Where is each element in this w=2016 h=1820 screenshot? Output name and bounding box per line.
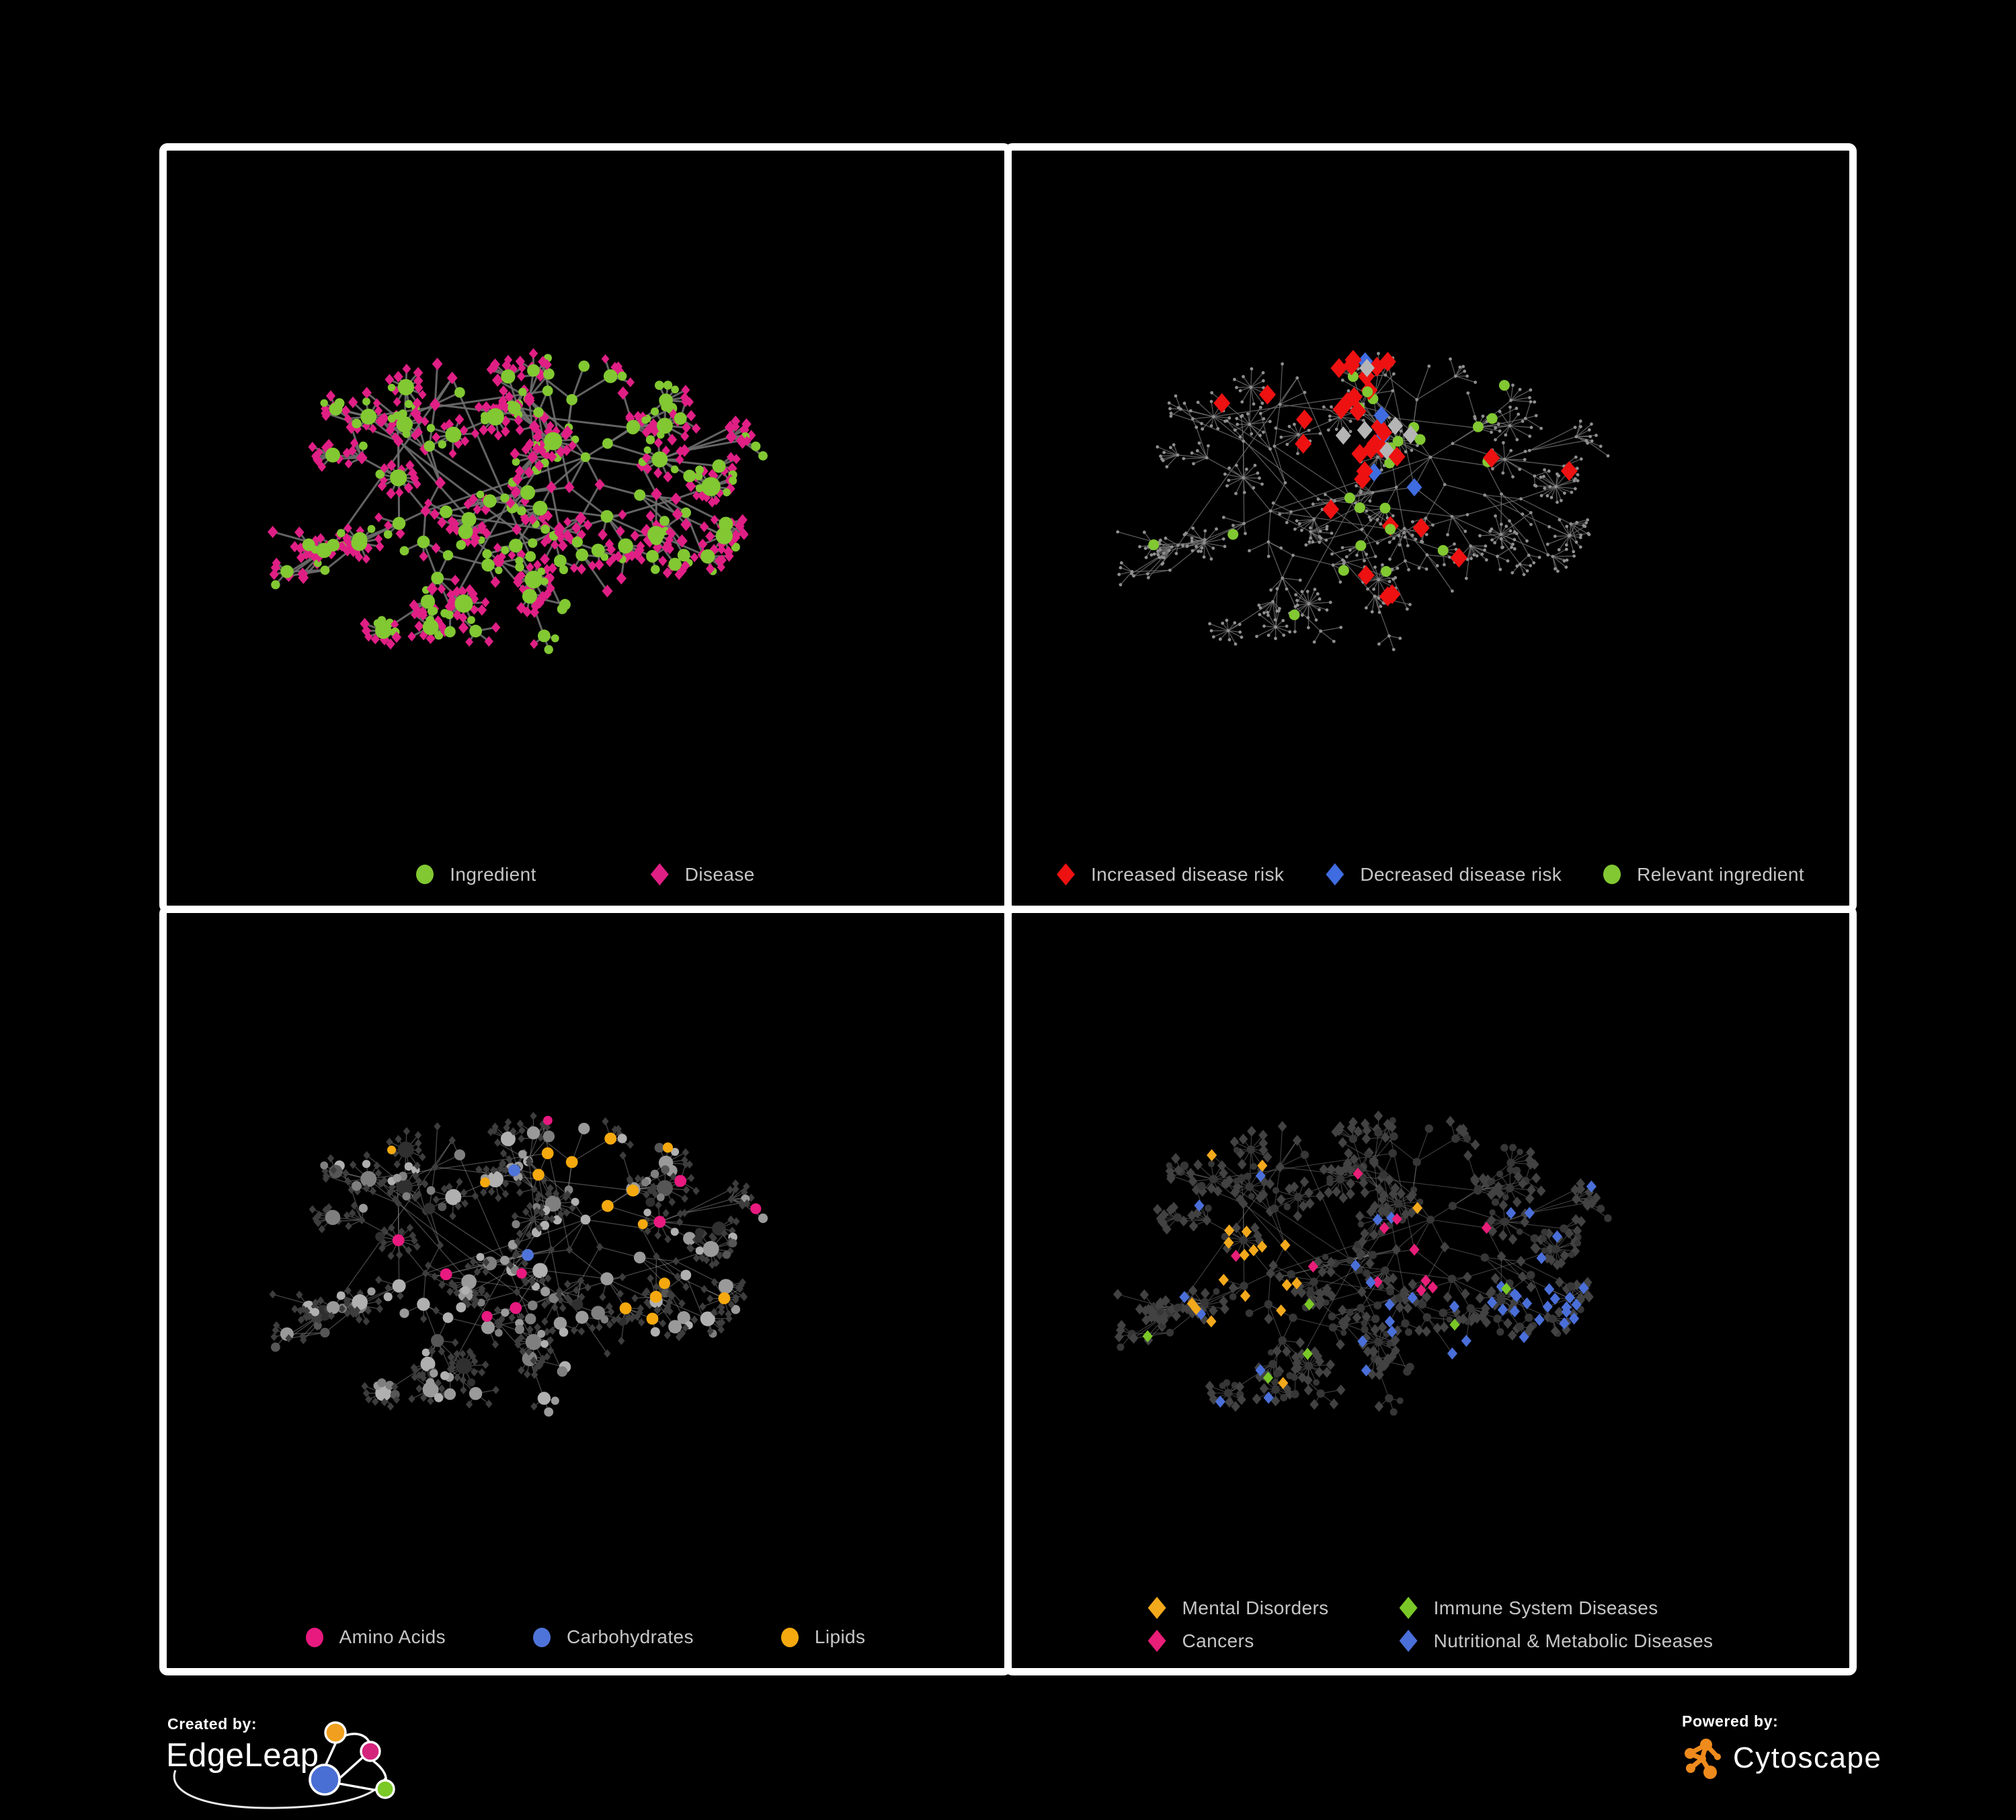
cytoscape-logo-icon: [1685, 1739, 1721, 1779]
legend-item-lipids: Lipids: [780, 1626, 866, 1648]
legend-label: Disease: [684, 863, 755, 885]
panel-disease-risk: Increased disease risk Decreased disease …: [1004, 143, 1857, 913]
legend-label: Cancers: [1182, 1630, 1254, 1651]
legend-marker-increased-disease-risk-icon: [1056, 863, 1075, 885]
created-by-label: Created by:: [167, 1715, 257, 1733]
disease-risk-legend: Increased disease risk Decreased disease …: [1012, 863, 1849, 885]
legend-item-increased-disease-risk: Increased disease risk: [1056, 863, 1285, 885]
ingredient-disease-network-canvas: [268, 348, 768, 654]
legend-label: Carbohydrates: [567, 1626, 694, 1647]
legend-item-immune-system-diseases: Immune System Diseases: [1399, 1597, 1658, 1619]
legend-item-amino-acids: Amino Acids: [305, 1626, 446, 1648]
legend-marker-immune-system-diseases-icon: [1399, 1597, 1418, 1619]
legend-marker-cancers-icon: [1147, 1630, 1166, 1652]
legend-label: Mental Disorders: [1182, 1597, 1329, 1618]
legend-item-mental-disorders: Mental Disorders: [1147, 1597, 1329, 1619]
legend-label: Nutritional & Metabolic Diseases: [1433, 1630, 1713, 1651]
ingredient-disease-legend: Ingredient Disease: [167, 863, 1004, 885]
disease-classes-network-canvas: [1113, 1110, 1612, 1416]
edgeleap-brand: EdgeLeap: [166, 1737, 319, 1774]
legend-label: Ingredient: [450, 863, 536, 885]
legend-item-relevant-ingredient: Relevant ingredient: [1603, 864, 1804, 885]
legend-marker-relevant-ingredient-icon: [1603, 865, 1621, 884]
legend-marker-nutritional-metabolic-diseases-icon: [1399, 1630, 1418, 1652]
legend-item-nutritional-metabolic-diseases: Nutritional & Metabolic Diseases: [1399, 1630, 1713, 1652]
legend-label: Increased disease risk: [1090, 863, 1285, 885]
legend-item-ingredient: Ingredient: [416, 864, 536, 885]
legend-item-disease: Disease: [650, 863, 755, 885]
legend-marker-ingredient-icon: [416, 865, 434, 884]
disease-classes-legend: Mental Disorders Immune System Diseases Ca…: [1012, 1597, 1849, 1652]
cytoscape-credit[interactable]: Powered by:: [1682, 1712, 1991, 1813]
legend-marker-carbohydrates-icon: [533, 1627, 551, 1647]
legend-label: Immune System Diseases: [1433, 1597, 1658, 1618]
legend-item-carbohydrates: Carbohydrates: [533, 1626, 694, 1648]
ingredient-classes-network-canvas: [269, 1111, 768, 1417]
legend-item-decreased-disease-risk: Decreased disease risk: [1326, 863, 1562, 885]
legend-marker-amino-acids-icon: [305, 1627, 323, 1647]
powered-by-label: Powered by:: [1682, 1712, 1779, 1730]
legend-marker-disease-icon: [650, 863, 669, 885]
legend-marker-decreased-disease-risk-icon: [1326, 863, 1344, 885]
legend-label: Amino Acids: [339, 1626, 446, 1647]
legend-marker-mental-disorders-icon: [1147, 1597, 1166, 1619]
disease-risk-network-canvas: [1116, 350, 1610, 651]
panel-ingredient-disease: Ingredient Disease: [159, 143, 1012, 913]
legend-label: Decreased disease risk: [1360, 863, 1562, 885]
legend-label: Relevant ingredient: [1637, 863, 1805, 885]
panel-ingredient-classes: Amino Acids Carbohydrates Lipids: [159, 906, 1012, 1675]
legend-item-cancers: Cancers: [1147, 1630, 1254, 1652]
cytoscape-brand: Cytoscape: [1733, 1741, 1882, 1774]
legend-marker-lipids-icon: [780, 1627, 799, 1647]
edgeleap-logo-icon: [173, 1721, 395, 1809]
ingredient-classes-legend: Amino Acids Carbohydrates Lipids: [167, 1626, 1004, 1648]
panel-disease-classes: Mental Disorders Immune System Diseases Ca…: [1004, 906, 1857, 1675]
legend-label: Lipids: [814, 1626, 866, 1647]
edgeleap-credit[interactable]: Created by: EdgeLeap: [163, 1712, 446, 1813]
